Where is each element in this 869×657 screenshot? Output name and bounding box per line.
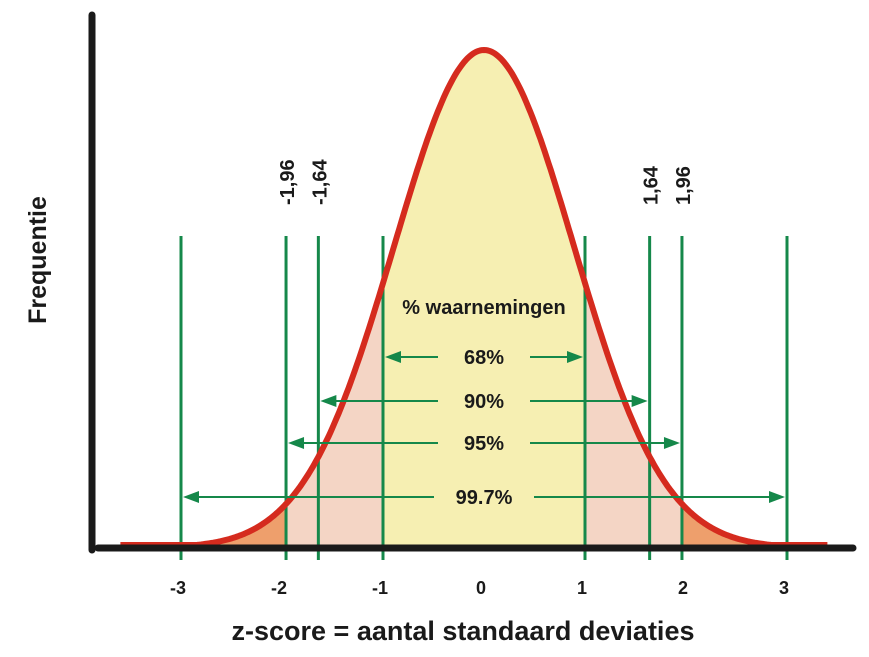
x-axis-label: z-score = aantal standaard deviaties bbox=[232, 616, 695, 646]
arrowhead-left bbox=[183, 491, 199, 503]
arrowhead-left bbox=[288, 437, 305, 449]
critical-value-label: -1,96 bbox=[277, 159, 299, 205]
arrowhead-left bbox=[320, 395, 337, 407]
left-tail-fill bbox=[120, 503, 287, 548]
right-tail-fill bbox=[681, 503, 828, 548]
x-tick-label: -1 bbox=[372, 578, 388, 598]
right-mid-fill bbox=[585, 283, 682, 548]
left-mid-fill bbox=[286, 283, 383, 548]
bell-curve bbox=[119, 47, 829, 548]
interval-arrows: 68% 90% 95% 99.7% bbox=[183, 347, 785, 509]
critical-value-labels: -1,96 -1,64 1,64 1,96 bbox=[277, 159, 695, 205]
area-fills bbox=[120, 50, 828, 548]
arrowhead-right bbox=[631, 395, 648, 407]
x-tick-label: 1 bbox=[577, 578, 587, 598]
critical-value-label: -1,64 bbox=[309, 159, 331, 205]
center-fill bbox=[383, 50, 585, 548]
annotation-title: % waarnemingen bbox=[402, 297, 565, 319]
x-tick-label: 3 bbox=[779, 578, 789, 598]
x-tick-label: 0 bbox=[476, 578, 486, 598]
arrowhead-right bbox=[769, 491, 785, 503]
arrowhead-right bbox=[663, 437, 680, 449]
interval-label: 68% bbox=[464, 347, 504, 369]
arrowhead-left bbox=[385, 351, 401, 363]
x-tick-label: -2 bbox=[271, 578, 287, 598]
interval-label: 95% bbox=[464, 433, 504, 455]
critical-value-label: 1,96 bbox=[673, 166, 695, 205]
interval-label: 99.7% bbox=[456, 487, 513, 509]
y-axis-label: Frequentie bbox=[24, 196, 52, 324]
x-tick-labels: -3 -2 -1 0 1 2 3 bbox=[170, 578, 789, 598]
critical-value-label: 1,64 bbox=[641, 165, 663, 205]
x-tick-label: 2 bbox=[678, 578, 688, 598]
x-tick-label: -3 bbox=[170, 578, 186, 598]
arrowhead-right bbox=[567, 351, 583, 363]
interval-label: 90% bbox=[464, 391, 504, 413]
